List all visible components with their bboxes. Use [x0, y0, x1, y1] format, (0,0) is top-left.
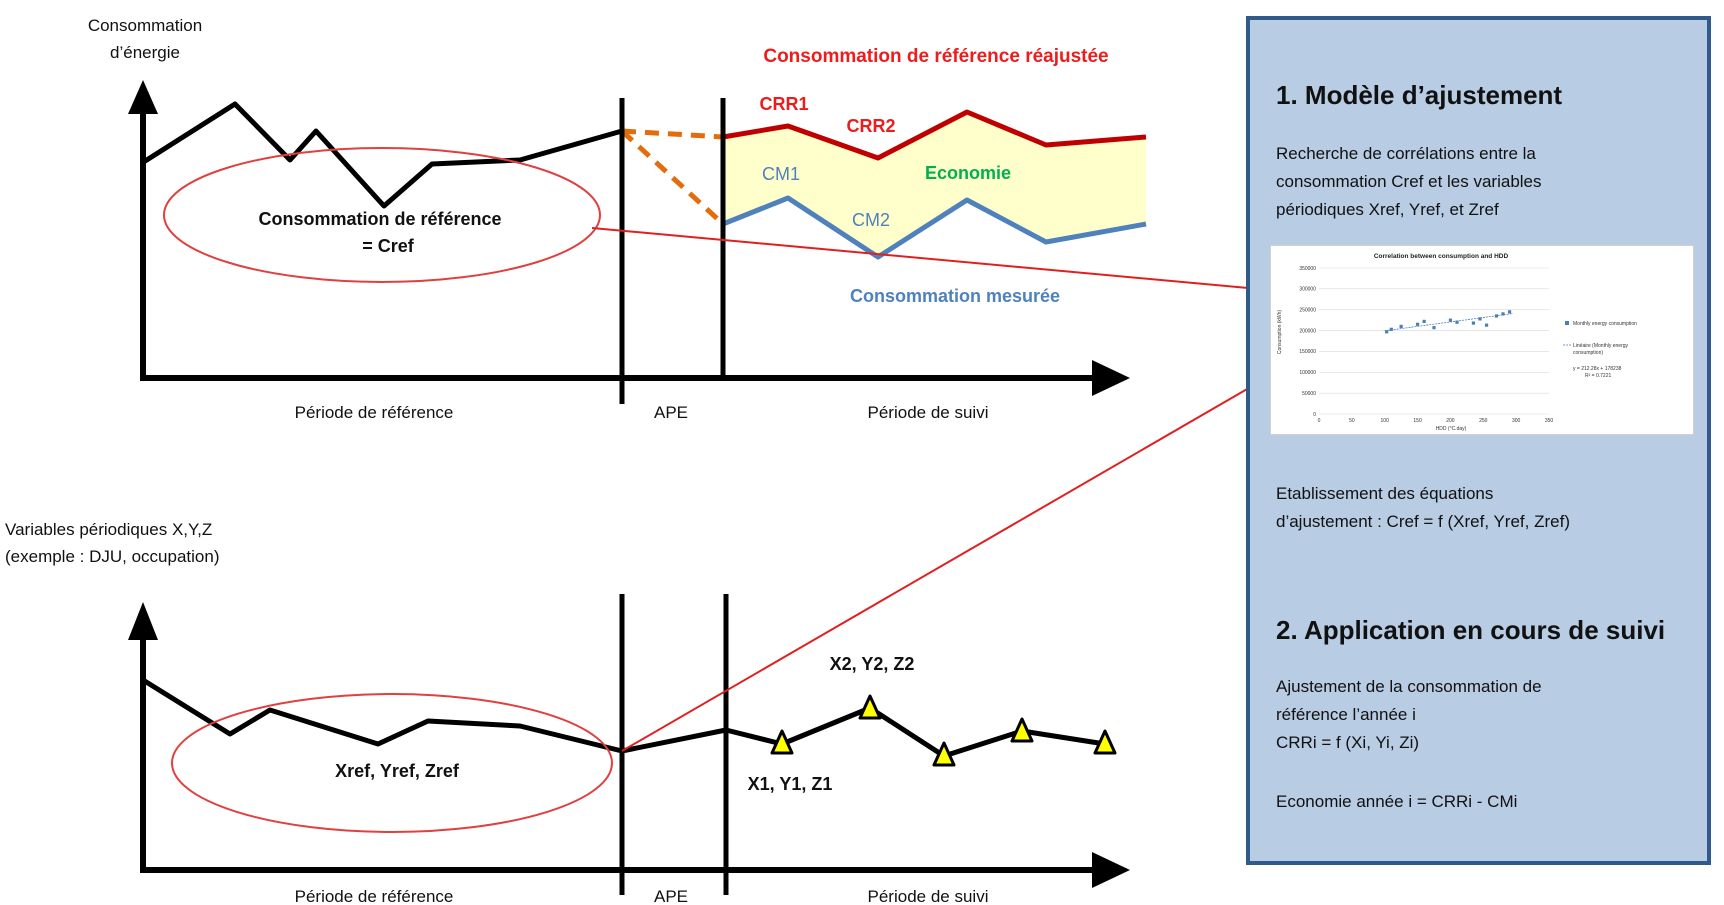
marker-triangle-3	[932, 741, 956, 767]
bottom-y-axis-arrowhead	[128, 602, 158, 640]
xyz-ref-ellipse	[171, 693, 613, 833]
xyz1-label: X1, Y1, Z1	[748, 774, 833, 794]
thumb-y-tick-label: 100000	[1299, 370, 1316, 376]
thumb-y-tick-label: 0	[1313, 412, 1316, 418]
thumb-x-ticks: 0 50 100 150 200 250 300 350	[1318, 418, 1554, 424]
thumb-data-point	[1484, 323, 1489, 327]
top-period-ref-label: Période de référence	[295, 403, 454, 422]
thumb-title: Correlation between consumption and HDD	[1374, 253, 1509, 260]
marker-triangle-4	[1010, 717, 1034, 743]
thumb-data-point	[1422, 319, 1426, 323]
measured-consumption-line	[722, 195, 1147, 260]
thumb-y-tick-label: 350000	[1299, 266, 1316, 272]
thumb-y-tick-label: 200000	[1299, 328, 1316, 334]
cref-ellipse	[163, 147, 601, 283]
cm2-label: CM2	[852, 210, 890, 230]
measured-consumption-title: Consommation mesurée	[850, 286, 1060, 306]
thumb-legend-series: Monthly energy consumption	[1573, 321, 1637, 327]
thumb-data-point	[1471, 321, 1476, 325]
projection-dashed-lower	[620, 129, 725, 226]
thumb-data-point	[1507, 310, 1512, 314]
savings-area	[723, 112, 1146, 257]
thumb-gridlines	[1319, 267, 1549, 415]
saving-label: Economie	[925, 163, 1011, 183]
application-saving-text: Economie année i = CRRi - CMi	[1276, 792, 1518, 811]
thumb-legend-trend-line1: Linéaire (Monthly energy	[1573, 343, 1629, 349]
top-y-axis-title-line2: d’énergie	[110, 43, 180, 62]
thumb-y-label: Consumption (kWh)	[1277, 310, 1283, 355]
top-ape-label: APE	[654, 403, 688, 422]
cref-label-line2: = Cref	[362, 236, 415, 256]
connector-arrow-to-application	[621, 370, 1280, 752]
thumb-points	[1385, 310, 1512, 334]
connector-arrow-to-model	[591, 227, 1270, 290]
thumb-x-tick-label: 0	[1318, 418, 1321, 424]
crr2-label: CRR2	[846, 116, 895, 136]
thumb-data-point	[1415, 322, 1420, 326]
cm1-label: CM1	[762, 164, 800, 184]
thumb-x-tick-label: 50	[1349, 418, 1355, 424]
thumb-legend-trend-line2: consumption)	[1573, 350, 1603, 356]
thumb-x-label: HDD (°C.day)	[1436, 426, 1467, 432]
thumb-y-tick-label: 150000	[1299, 349, 1316, 355]
thumb-data-point	[1455, 320, 1459, 324]
thumb-x-tick-label: 250	[1479, 418, 1488, 424]
application-adjustment-text: Ajustement de la consommation de référen…	[1276, 677, 1542, 752]
thumb-x-tick-label: 300	[1512, 418, 1521, 424]
thumb-data-point	[1389, 327, 1393, 331]
top-x-axis-arrowhead	[1092, 360, 1130, 396]
top-y-axis-title-line1: Consommation	[88, 16, 202, 35]
thumb-data-point	[1385, 330, 1389, 334]
correlation-thumbnail: 350000 300000 250000 200000 150000 100000 5000…	[1270, 245, 1694, 435]
thumb-x-tick-label: 150	[1413, 418, 1422, 424]
bottom-chart: Variables périodiques X,Y,Z (exemple : D…	[5, 520, 1130, 905]
thumb-data-point	[1501, 312, 1505, 316]
bottom-title-line2: (exemple : DJU, occupation)	[5, 547, 219, 566]
marker-triangle-5	[1093, 729, 1117, 755]
top-period-follow-label: Période de suivi	[868, 403, 989, 422]
thumb-y-tick-label: 50000	[1302, 391, 1316, 397]
marker-triangle-1	[770, 729, 794, 755]
thumb-data-point	[1448, 318, 1453, 322]
model-equation-text: Etablissement des équations d’ajustement…	[1276, 484, 1570, 531]
projection-dashed-upper	[621, 128, 724, 140]
thumb-x-tick-label: 200	[1446, 418, 1455, 424]
thumb-x-tick-label: 350	[1545, 418, 1554, 424]
thumb-y-tick-label: 250000	[1299, 308, 1316, 314]
thumb-data-point	[1399, 324, 1403, 328]
explanation-panel: 1. Modèle d’ajustement Recherche de corr…	[1246, 16, 1711, 865]
crr1-label: CRR1	[759, 94, 808, 114]
bottom-period-follow-label: Période de suivi	[868, 887, 989, 905]
thumb-y-tick-label: 300000	[1299, 287, 1316, 293]
reference-consumption-line	[140, 101, 623, 209]
thumb-data-point	[1478, 317, 1482, 321]
thumb-x-tick-label: 100	[1381, 418, 1390, 424]
top-y-axis-arrowhead	[128, 80, 158, 114]
thumb-y-ticks: 350000 300000 250000 200000 150000 100000 5000…	[1299, 266, 1316, 418]
model-heading: 1. Modèle d’ajustement	[1276, 80, 1563, 110]
model-correlation-text: Recherche de corrélations entre la conso…	[1276, 144, 1542, 219]
thumb-trendline	[1384, 313, 1513, 332]
correlation-chart: 3500003000002500002000001500001000005000…	[1277, 253, 1637, 432]
application-heading: 2. Application en cours de suivi	[1276, 615, 1666, 645]
adjusted-reference-title: Consommation de référence réajustée	[763, 46, 1108, 67]
cref-label-line1: Consommation de référence	[258, 209, 501, 229]
xyz2-label: X2, Y2, Z2	[830, 654, 915, 674]
bottom-title-line1: Variables périodiques X,Y,Z	[5, 520, 212, 539]
bottom-period-ref-label: Période de référence	[295, 887, 454, 905]
xyz-ref-label: Xref, Yref, Zref	[335, 761, 460, 781]
thumb-equation: y = 212.28x + 178238	[1573, 366, 1622, 372]
thumb-legend-marker	[1565, 321, 1569, 325]
adjusted-reference-line	[722, 109, 1147, 161]
marker-triangle-2	[858, 694, 882, 720]
bottom-ape-label: APE	[654, 887, 688, 905]
thumb-data-point	[1432, 326, 1436, 330]
thumb-r2: R² = 0.7221	[1585, 373, 1611, 379]
top-chart: Consommation d’énergie Consommation de r…	[88, 16, 1147, 422]
bottom-x-axis-arrowhead	[1092, 852, 1130, 888]
